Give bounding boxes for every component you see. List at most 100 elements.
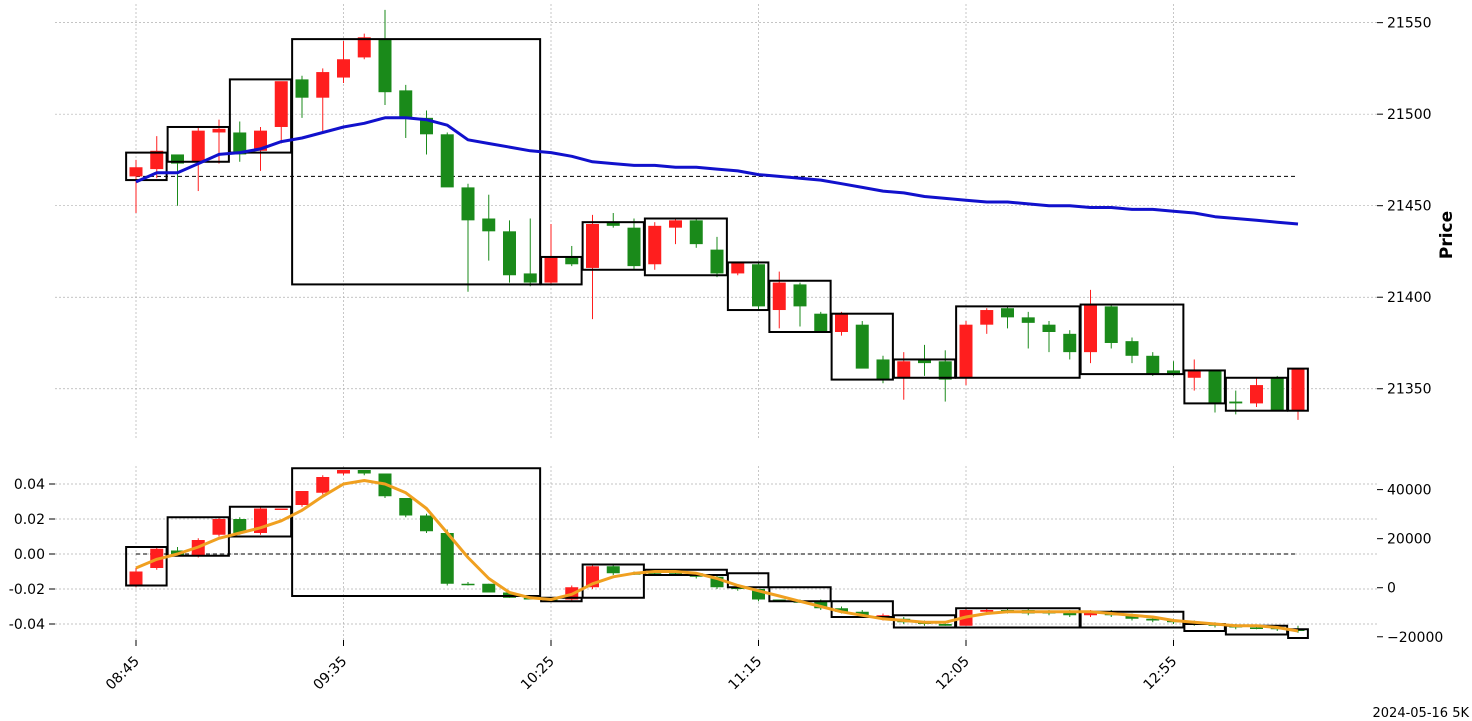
price-candle-body <box>1146 355 1160 375</box>
indicator-candle-body <box>606 566 620 574</box>
price-range-box <box>125 151 168 182</box>
footer-date-label: 2024-05-16 5K <box>1373 706 1470 721</box>
indicator-left-tick-label: -0.02 <box>9 582 45 598</box>
price-range-box <box>955 305 1081 379</box>
indicator-candle-body <box>1125 615 1139 619</box>
price-candle-body <box>876 359 890 380</box>
x-tick-label: 10:25 <box>518 654 558 694</box>
indicator-range-box <box>1287 628 1309 639</box>
price-candle-body <box>1229 401 1243 404</box>
price-candle-body <box>918 359 931 364</box>
price-candle-body <box>1021 317 1035 323</box>
price-candle-body <box>378 39 392 93</box>
price-candle-body <box>710 249 724 274</box>
price-candle-body <box>793 284 807 307</box>
price-candle-body <box>938 361 952 380</box>
price-candle-body <box>482 218 496 232</box>
price-candle-body <box>295 79 309 98</box>
indicator-right-tick-label: 0 <box>1387 581 1396 597</box>
price-candle-body <box>316 72 330 98</box>
indicator-candle-body <box>1250 627 1263 629</box>
indicator-right-tick-label: 20000 <box>1387 532 1432 548</box>
price-candle-body <box>752 264 765 307</box>
indicator-candle-body <box>1063 611 1077 616</box>
price-y-tick-label: 21500 <box>1387 107 1432 123</box>
indicator-candle-body <box>316 477 330 493</box>
price-axis-label: Price <box>1437 211 1457 259</box>
indicator-range-box <box>291 467 542 597</box>
price-candle-body <box>1125 341 1139 356</box>
price-candle-body <box>731 262 745 274</box>
price-candle-body <box>586 224 599 268</box>
indicator-range-box <box>1079 610 1185 629</box>
price-candle-body <box>461 187 475 221</box>
price-range-box <box>643 217 728 277</box>
price-candle-body <box>337 59 350 78</box>
indicator-candle-body <box>212 519 226 535</box>
price-candle-body <box>150 150 164 170</box>
price-candle-body <box>1291 368 1305 411</box>
moving-average-line <box>135 116 1299 226</box>
indicator-range-box <box>581 563 645 599</box>
price-candle-body <box>1187 370 1201 378</box>
indicator-candle-body <box>337 470 350 474</box>
price-y-tick-label: 21350 <box>1387 382 1432 398</box>
price-candle-body <box>191 130 205 162</box>
price-candle-body <box>212 128 226 133</box>
price-candle-body <box>627 227 641 267</box>
x-tick-label: 12:55 <box>1140 654 1180 694</box>
price-candle-body <box>1042 324 1056 332</box>
price-candle-body <box>959 324 973 378</box>
price-candle-body <box>274 81 288 127</box>
price-candle-body <box>171 154 184 164</box>
price-y-tick-label: 21400 <box>1387 290 1432 306</box>
indicator-left-tick-label: 0.00 <box>14 547 45 563</box>
price-candle-body <box>1167 370 1180 375</box>
x-tick-label: 12:05 <box>933 654 973 694</box>
indicator-left-tick-label: -0.04 <box>9 617 45 633</box>
price-candle-body <box>689 220 703 245</box>
price-candle-body <box>523 273 537 283</box>
indicator-candle-body <box>129 571 143 586</box>
price-candle-body <box>254 130 267 151</box>
price-candle-body <box>399 90 413 118</box>
indicator-candle-body <box>482 583 496 593</box>
indicator-candle-body <box>399 498 413 516</box>
indicator-range-box <box>125 546 168 587</box>
price-range-box <box>1287 367 1309 412</box>
indicator-candle-body <box>710 576 724 588</box>
price-panel: 21350 21400 21450 21500 21550 <box>55 4 1432 440</box>
x-tick-label: 08:45 <box>103 654 143 694</box>
indicator-right-tick-label: −20000 <box>1387 630 1443 646</box>
price-range-box <box>1079 303 1185 376</box>
price-candle-body <box>897 361 911 378</box>
price-candle-body <box>233 132 247 155</box>
indicator-candle-body <box>980 610 994 612</box>
price-y-tick-label: 21550 <box>1387 16 1432 32</box>
indicator-candle-body <box>357 470 371 474</box>
price-candle-body <box>669 220 682 228</box>
indicator-candle-body <box>420 515 433 532</box>
indicator-smooth-line <box>135 479 1299 633</box>
price-candle-body <box>1001 308 1014 318</box>
indicator-left-tick-label: 0.02 <box>14 512 45 528</box>
price-candle-body <box>980 310 994 325</box>
price-candle-body <box>772 282 786 311</box>
price-candle-body <box>129 167 143 177</box>
indicator-candle-body <box>814 601 828 609</box>
price-candle-body <box>565 256 579 265</box>
price-candle-body <box>814 313 828 332</box>
indicator-candle-body <box>1146 618 1160 621</box>
indicator-candle-body <box>1084 611 1097 616</box>
price-candle-body <box>1104 306 1118 343</box>
x-tick-label: 11:15 <box>725 654 765 694</box>
price-candle-body <box>1063 333 1077 353</box>
price-candle-body <box>357 37 371 58</box>
indicator-candle-body <box>461 583 475 586</box>
x-axis: 08:45 09:35 10:25 11:15 12:05 12:55 <box>103 640 1180 693</box>
price-candle-body <box>503 231 516 276</box>
price-candle-body <box>835 313 848 332</box>
price-y-tick-label: 21450 <box>1387 199 1432 215</box>
indicator-panel: 0.04 0.02 0.00 -0.02 -0.04 40000 20000 0 −20000 <box>9 466 1443 646</box>
